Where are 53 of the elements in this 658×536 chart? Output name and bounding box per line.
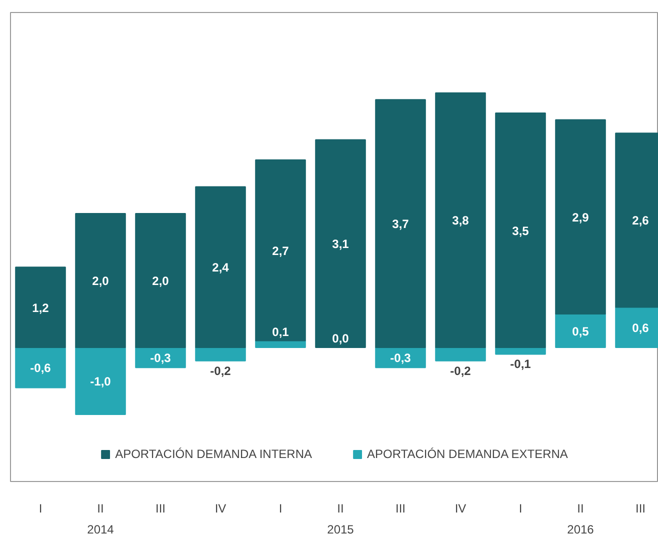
x-tick-label: IV bbox=[454, 502, 466, 516]
data-label: 0,5 bbox=[572, 324, 590, 338]
text: 2016 bbox=[567, 522, 594, 536]
data-label: 2,9 bbox=[572, 210, 590, 224]
data-label: 0,0 bbox=[332, 332, 350, 346]
data-label: -0,2 bbox=[450, 364, 472, 378]
bar bbox=[495, 112, 546, 348]
data-label: -0,3 bbox=[390, 351, 412, 366]
data-label: 3,8 bbox=[452, 214, 470, 228]
x-tick-label: II bbox=[577, 502, 584, 516]
data-label: -0,3 bbox=[150, 351, 172, 366]
x-tick-label: III bbox=[156, 502, 166, 516]
data-label: -0,1 bbox=[510, 357, 532, 372]
data-label: -1,0 bbox=[90, 374, 112, 388]
x-tick-label: IV bbox=[214, 502, 226, 516]
data-label: -0,6 bbox=[30, 361, 52, 376]
bar bbox=[75, 347, 126, 415]
data-label: 3,5 bbox=[512, 224, 530, 238]
bar bbox=[435, 92, 486, 348]
data-label: -0,2 bbox=[210, 364, 232, 378]
bar bbox=[75, 213, 126, 348]
bar bbox=[135, 213, 186, 348]
x-tick-label: III bbox=[396, 502, 406, 516]
data-label: 3,1 bbox=[332, 237, 350, 252]
x-tick-label: II bbox=[97, 502, 104, 516]
text: 2014 bbox=[87, 522, 114, 536]
data-label: 3,7 bbox=[392, 217, 410, 232]
data-label: 2,6 bbox=[632, 214, 650, 228]
bar bbox=[435, 347, 486, 362]
bar bbox=[555, 119, 606, 314]
legend-label: APORTACIÓN DEMANDA EXTERNA bbox=[366, 447, 568, 461]
data-label: 0,1 bbox=[272, 324, 290, 339]
bar bbox=[555, 314, 606, 348]
x-tick-label: I bbox=[518, 502, 522, 516]
bar bbox=[195, 347, 246, 362]
x-tick-label: I bbox=[278, 502, 282, 516]
bar bbox=[315, 139, 366, 348]
data-label: 2,7 bbox=[272, 244, 290, 258]
legend-label: APORTACIÓN DEMANDA INTERNA bbox=[115, 447, 312, 461]
text: 2015 bbox=[327, 522, 354, 536]
data-label: 1,2 bbox=[32, 300, 50, 315]
x-tick-label: I bbox=[38, 502, 42, 516]
data-label: 2,0 bbox=[92, 274, 110, 288]
data-label: 2,4 bbox=[212, 260, 230, 275]
bar bbox=[255, 159, 306, 342]
bar bbox=[195, 186, 246, 348]
bar bbox=[15, 347, 66, 388]
data-label: 0,6 bbox=[632, 320, 650, 335]
bar bbox=[375, 99, 426, 348]
x-tick-label: III bbox=[636, 502, 646, 516]
x-tick-label: II bbox=[337, 502, 344, 516]
data-label: 2,0 bbox=[152, 274, 170, 288]
bar bbox=[15, 266, 66, 348]
